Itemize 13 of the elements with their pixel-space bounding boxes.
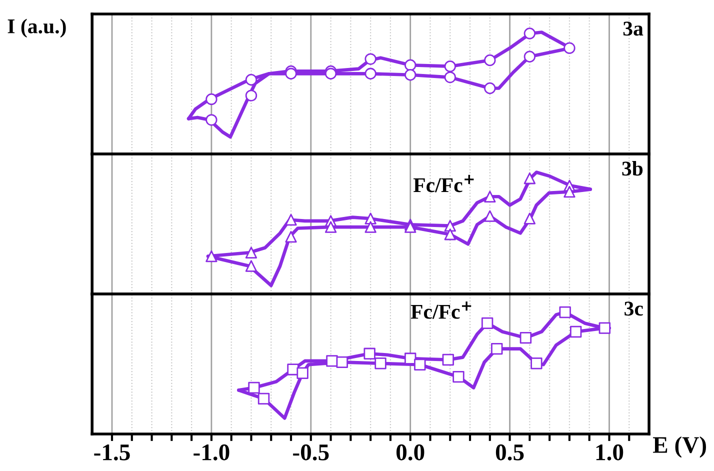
x-tick-label: -1.0 [194, 444, 230, 460]
annotation: Fc/Fc$^{+}$ [413, 174, 474, 192]
annotation: 3c [624, 302, 643, 316]
annotation: Fc/Fc$^{+}$ [410, 301, 472, 319]
annotation: 3a [623, 22, 644, 36]
x-axis-title: E (V) [653, 436, 706, 458]
x-tick-label: -0.5 [293, 444, 329, 460]
x-tick-label: 0.5 [496, 444, 524, 460]
x-tick-label: 1.0 [596, 444, 624, 460]
x-tick-label: 0.0 [396, 444, 424, 460]
x-tick-label: -1.5 [94, 444, 130, 460]
annotation: 3b [622, 161, 643, 176]
y-axis-title: I (a.u.) [8, 18, 66, 38]
